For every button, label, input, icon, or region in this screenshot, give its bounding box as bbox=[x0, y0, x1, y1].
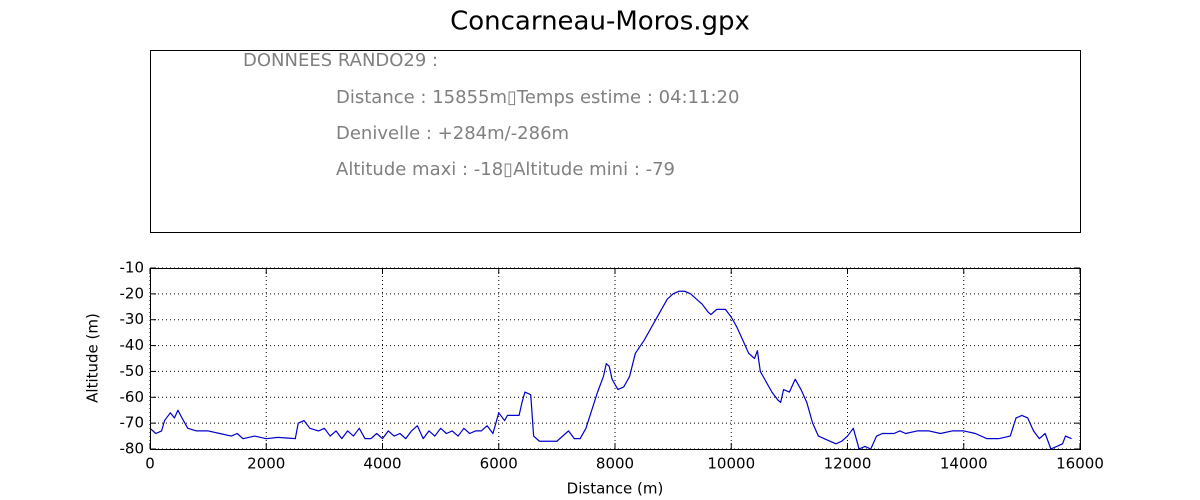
y-tick-label: -10 bbox=[120, 259, 145, 277]
x-tick-label: 12000 bbox=[824, 455, 872, 473]
x-tick-label: 14000 bbox=[940, 455, 988, 473]
y-tick-label: -70 bbox=[120, 414, 145, 432]
info-line: Denivelle : +284m/-286m bbox=[336, 123, 569, 144]
figure-title: Concarneau-Moros.gpx bbox=[450, 7, 750, 37]
x-tick-label: 4000 bbox=[363, 455, 401, 473]
info-line: Altitude maxi : -18▯Altitude mini : -79 bbox=[336, 159, 675, 180]
y-tick-label: -30 bbox=[120, 310, 145, 328]
y-tick-label: -20 bbox=[120, 284, 145, 302]
x-tick-label: 6000 bbox=[480, 455, 518, 473]
info-line: Distance : 15855m▯Temps estime : 04:11:2… bbox=[336, 87, 739, 108]
y-axis-label: Altitude (m) bbox=[84, 313, 102, 403]
x-tick-label: 8000 bbox=[596, 455, 634, 473]
x-tick-label: 0 bbox=[145, 455, 155, 473]
y-tick-label: -40 bbox=[120, 336, 145, 354]
y-tick-label: -80 bbox=[120, 440, 145, 458]
altitude-line bbox=[149, 290, 1072, 450]
x-tick-label: 10000 bbox=[707, 455, 755, 473]
plot-frame bbox=[150, 268, 1081, 450]
info-box bbox=[150, 50, 1081, 233]
info-heading: DONNEES RANDO29 : bbox=[243, 50, 438, 71]
x-tick-label: 2000 bbox=[247, 455, 285, 473]
x-tick-label: 16000 bbox=[1056, 455, 1104, 473]
y-tick-label: -60 bbox=[120, 388, 145, 406]
x-axis-label: Distance (m) bbox=[567, 480, 664, 498]
y-tick-label: -50 bbox=[120, 362, 145, 380]
